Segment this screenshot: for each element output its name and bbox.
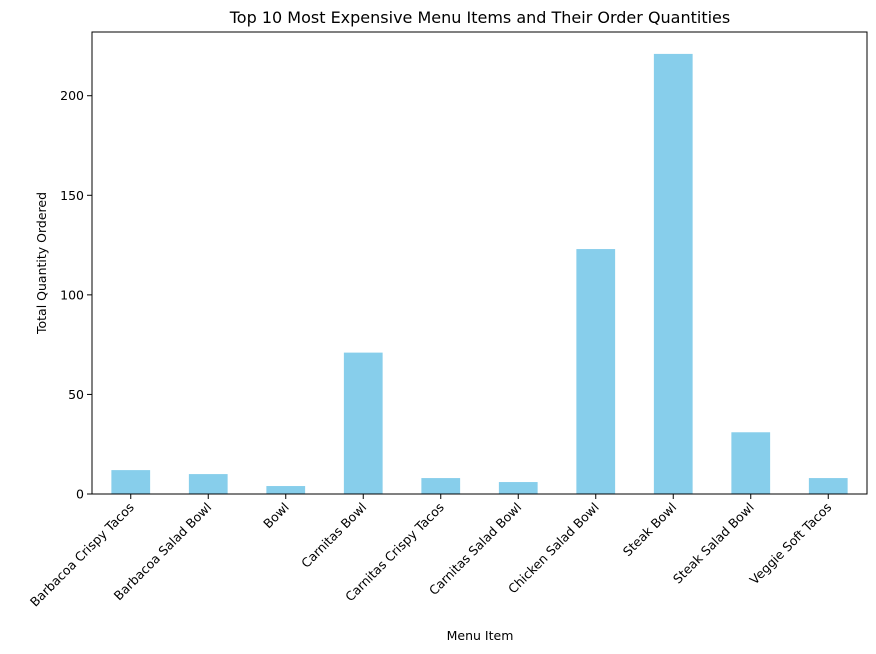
x-tick-label: Veggie Soft Tacos (747, 500, 835, 588)
plot-frame (91, 31, 868, 495)
y-tick-label: 200 (60, 88, 84, 103)
bar-0 (111, 470, 151, 494)
bar-8 (731, 432, 771, 494)
x-tick-label: Bowl (260, 500, 292, 532)
bar-1 (188, 474, 228, 494)
y-tick-label: 50 (68, 387, 84, 402)
bar-4 (421, 478, 461, 494)
x-tick-label: Carnitas Bowl (298, 500, 369, 571)
bar-6 (576, 249, 616, 494)
x-tick-label: Steak Salad Bowl (670, 500, 757, 587)
bar-2 (266, 486, 306, 494)
x-tick-label: Steak Bowl (620, 500, 680, 560)
bar-5 (498, 482, 538, 494)
chart-title: Top 10 Most Expensive Menu Items and The… (229, 8, 730, 27)
x-axis-label: Menu Item (447, 628, 514, 643)
bar-7 (653, 53, 693, 494)
bars-group (111, 53, 848, 494)
y-axis-label: Total Quantity Ordered (34, 192, 49, 335)
bar-9 (808, 478, 848, 494)
bar-3 (343, 352, 383, 494)
y-axis-ticks: 0 50 100 150 200 (60, 88, 92, 502)
y-tick-label: 100 (60, 287, 84, 302)
y-tick-label: 150 (60, 188, 84, 203)
y-tick-label: 0 (76, 487, 84, 502)
